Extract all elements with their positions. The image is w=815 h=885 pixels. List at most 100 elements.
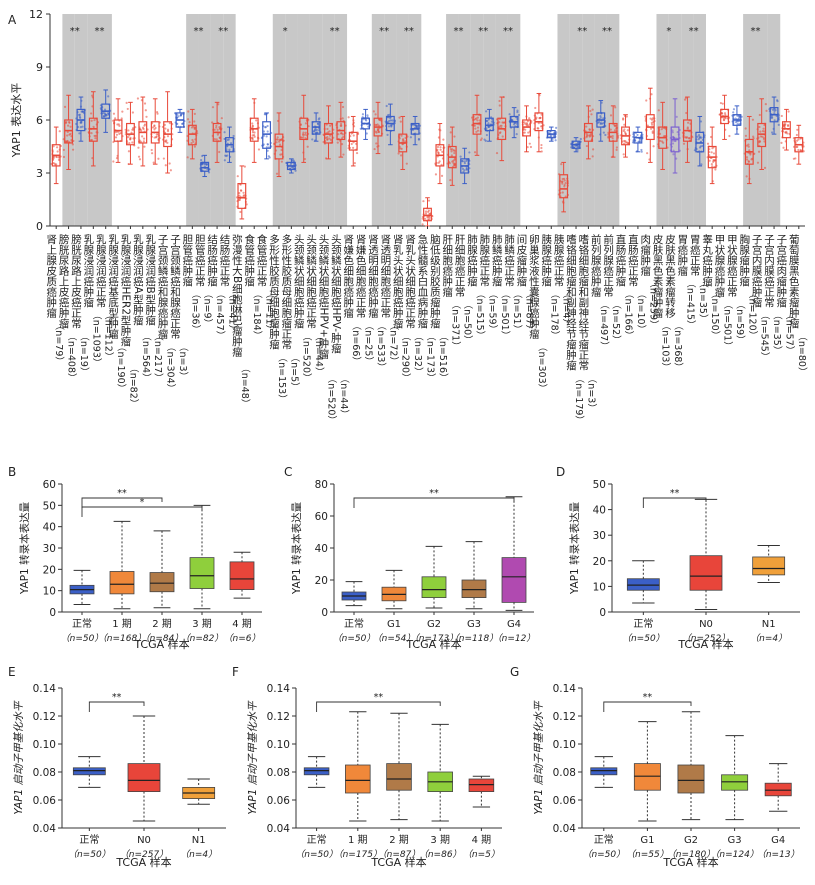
panel-a-point	[424, 210, 428, 213]
panel-a-x-label-n: （n=103）	[660, 321, 672, 372]
panel-a-point	[102, 115, 106, 118]
panel-a-point	[453, 158, 456, 161]
panel-a-point	[90, 132, 93, 135]
panel-f-y-tick-label: 0.06	[267, 795, 291, 807]
panel-a-x-label-group: 肺腺癌正常 （n=59）	[478, 234, 498, 334]
panel-a-point	[576, 148, 579, 152]
panel-a-point	[685, 111, 688, 115]
panel-a-point	[350, 142, 353, 146]
panel-a-box	[695, 131, 705, 153]
panel-g-x-tick-n: （n=55）	[626, 849, 669, 860]
panel-a-x-label-n: （n=59）	[486, 289, 498, 334]
panel-g-x-tick-n: （n=50）	[582, 849, 625, 860]
panel-b-y-tick-label: 50	[43, 500, 56, 512]
panel-a-x-label-group: 乳腺浸润癌正常 （n=112）	[95, 233, 115, 361]
panel-a-point	[126, 107, 129, 111]
panel-a-x-label: 肺鳞癌肿瘤	[491, 234, 503, 287]
panel-a-point	[176, 113, 179, 116]
panel-a-x-label-n: （n=82）	[127, 363, 139, 408]
panel-a-x-label-n: （n=520）	[301, 331, 313, 382]
panel-a-point	[751, 118, 755, 121]
panel-a-point	[465, 159, 468, 163]
panel-b-y-tick-label: 20	[43, 564, 56, 576]
panel-a-point	[697, 134, 701, 137]
panel-a-point	[660, 128, 663, 131]
panel-b-x-tick-n: （n=84）	[141, 633, 184, 644]
panel-a-point	[265, 135, 268, 138]
panel-a-point	[90, 119, 93, 122]
panel-a-point	[602, 117, 605, 120]
panel-a-point	[329, 134, 332, 137]
panel-g-y-tick-label: 0.12	[553, 711, 576, 723]
panel-a-significance: **	[750, 26, 760, 37]
panel-f-x-tick-n: （n=175）	[334, 849, 382, 860]
panel-a-point	[734, 117, 737, 120]
panel-a-point	[227, 138, 230, 141]
panel-a-point	[745, 175, 748, 178]
panel-a-point	[266, 143, 270, 146]
panel-c-sig-label: **	[429, 488, 439, 499]
panel-a-point	[449, 131, 452, 134]
panel-letter-D: D	[556, 465, 565, 479]
panel-a-point	[786, 123, 790, 127]
panel-a-point	[564, 181, 567, 185]
panel-f-box	[468, 778, 495, 793]
panel-a-point	[748, 149, 751, 152]
panel-a-point	[144, 109, 147, 112]
panel-c-box	[501, 557, 527, 603]
panel-a-point	[453, 162, 456, 166]
panel-a-point	[686, 121, 690, 124]
panel-b-x-tick-label: 2 期	[152, 618, 172, 630]
panel-c-x-tick-n: （n=54）	[373, 633, 416, 644]
panel-a-point	[555, 126, 558, 129]
panel-a-x-label: 肾嫌色细胞癌正常	[355, 234, 367, 319]
panel-a-point	[168, 162, 171, 165]
panel-a-x-label: 肾乳头状细胞癌正常	[404, 234, 416, 329]
panel-a-point	[187, 110, 190, 113]
panel-a-point	[476, 129, 480, 132]
panel-a-point	[782, 146, 785, 149]
panel-a-point	[78, 113, 82, 116]
panel-d-sig-label: **	[670, 488, 680, 499]
panel-a-x-label: 卵巢浆液性囊腺癌肿瘤	[528, 234, 540, 340]
panel-a-x-label-n: （n=3）	[585, 374, 597, 413]
panel-a-point	[498, 121, 501, 124]
panel-a-point	[538, 117, 541, 120]
panel-a-x-label: 脑低级别胶质瘤肿瘤	[429, 233, 441, 329]
panel-a-point	[251, 125, 254, 128]
panel-a-point	[156, 112, 159, 115]
panel-a-point	[107, 95, 110, 98]
panel-a-shade-band	[495, 14, 508, 226]
panel-a-box	[484, 117, 494, 132]
panel-a-x-label-group: 睾丸癌肿瘤 （n=150）	[701, 233, 721, 340]
panel-e-box	[72, 767, 106, 776]
panel-a-point	[763, 166, 767, 169]
panel-a-point	[675, 115, 678, 118]
panel-b-sig-label: **	[117, 488, 127, 499]
panel-a-x-label-n: （n=515）	[474, 289, 486, 340]
panel-a-box	[781, 121, 791, 139]
panel-a-point	[650, 93, 653, 96]
panel-f-x-tick-label: 3 期	[430, 834, 450, 846]
panel-a-point	[734, 121, 738, 124]
panel-a-point	[373, 147, 376, 151]
panel-e-ylabel: YAP1 启动子甲基化水平	[13, 700, 25, 815]
panel-a-point	[312, 130, 315, 133]
panel-b-y-tick-label: 40	[43, 522, 56, 534]
panel-a-point	[257, 148, 261, 151]
panel-a-x-label-n: （n=9）	[202, 289, 214, 328]
panel-f-box	[345, 764, 371, 794]
panel-e-sig-label: **	[112, 692, 122, 703]
panel-a-x-label-group: 肾嫌色细胞癌正常 （n=25）	[355, 234, 375, 366]
panel-a-point	[220, 117, 223, 120]
panel-a-point	[439, 148, 442, 151]
panel-a-point	[732, 108, 736, 111]
panel-a-point	[417, 137, 421, 141]
panel-a-shade-band	[285, 14, 298, 226]
panel-a-point	[712, 152, 716, 155]
panel-a-x-label: 葡萄膜黑色素瘤肿瘤	[788, 233, 800, 329]
panel-a-point	[652, 145, 655, 148]
panel-a-x-label-group: 子宫颈鳞癌和腺癌正常 （n=3）	[169, 234, 189, 381]
panel-a-x-label: 多形性胶质母细胞瘤正常	[280, 233, 292, 350]
panel-d-xlabel: TCGA 样本	[677, 637, 733, 651]
